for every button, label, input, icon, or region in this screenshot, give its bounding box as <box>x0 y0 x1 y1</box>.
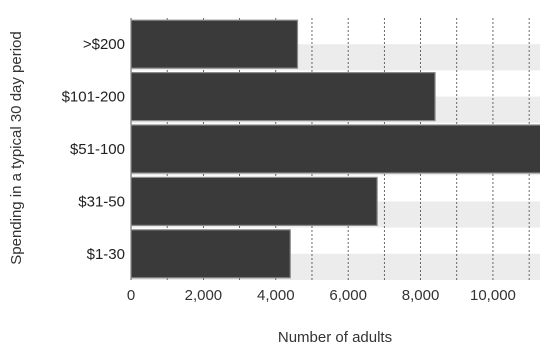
bar <box>130 229 291 279</box>
y-axis-label: Spending in a typical 30 day period <box>8 31 25 265</box>
x-tick-label: 4,000 <box>257 287 295 304</box>
x-tick-label: 2,000 <box>185 287 223 304</box>
x-tick-label: 10,000 <box>470 287 516 304</box>
bar-group <box>130 19 540 279</box>
x-tick-label: 6,000 <box>329 287 367 304</box>
x-tick-labels: 0 2,000 4,000 6,000 8,000 10,000 <box>127 287 516 304</box>
category-label: $51-100 <box>70 141 125 158</box>
category-label: >$200 <box>83 36 125 53</box>
bar <box>130 176 378 226</box>
bar <box>130 71 436 122</box>
category-label: $31-50 <box>78 193 125 210</box>
x-tick-label: 8,000 <box>402 287 440 304</box>
category-labels: >$200 $101-200 $51-100 $31-50 $1-30 <box>62 36 125 263</box>
category-label: $1-30 <box>87 246 125 263</box>
bar <box>130 124 540 174</box>
category-label: $101-200 <box>62 89 125 106</box>
x-tick-label: 0 <box>127 287 135 304</box>
x-axis-label: Number of adults <box>278 329 392 346</box>
bar <box>130 19 299 69</box>
